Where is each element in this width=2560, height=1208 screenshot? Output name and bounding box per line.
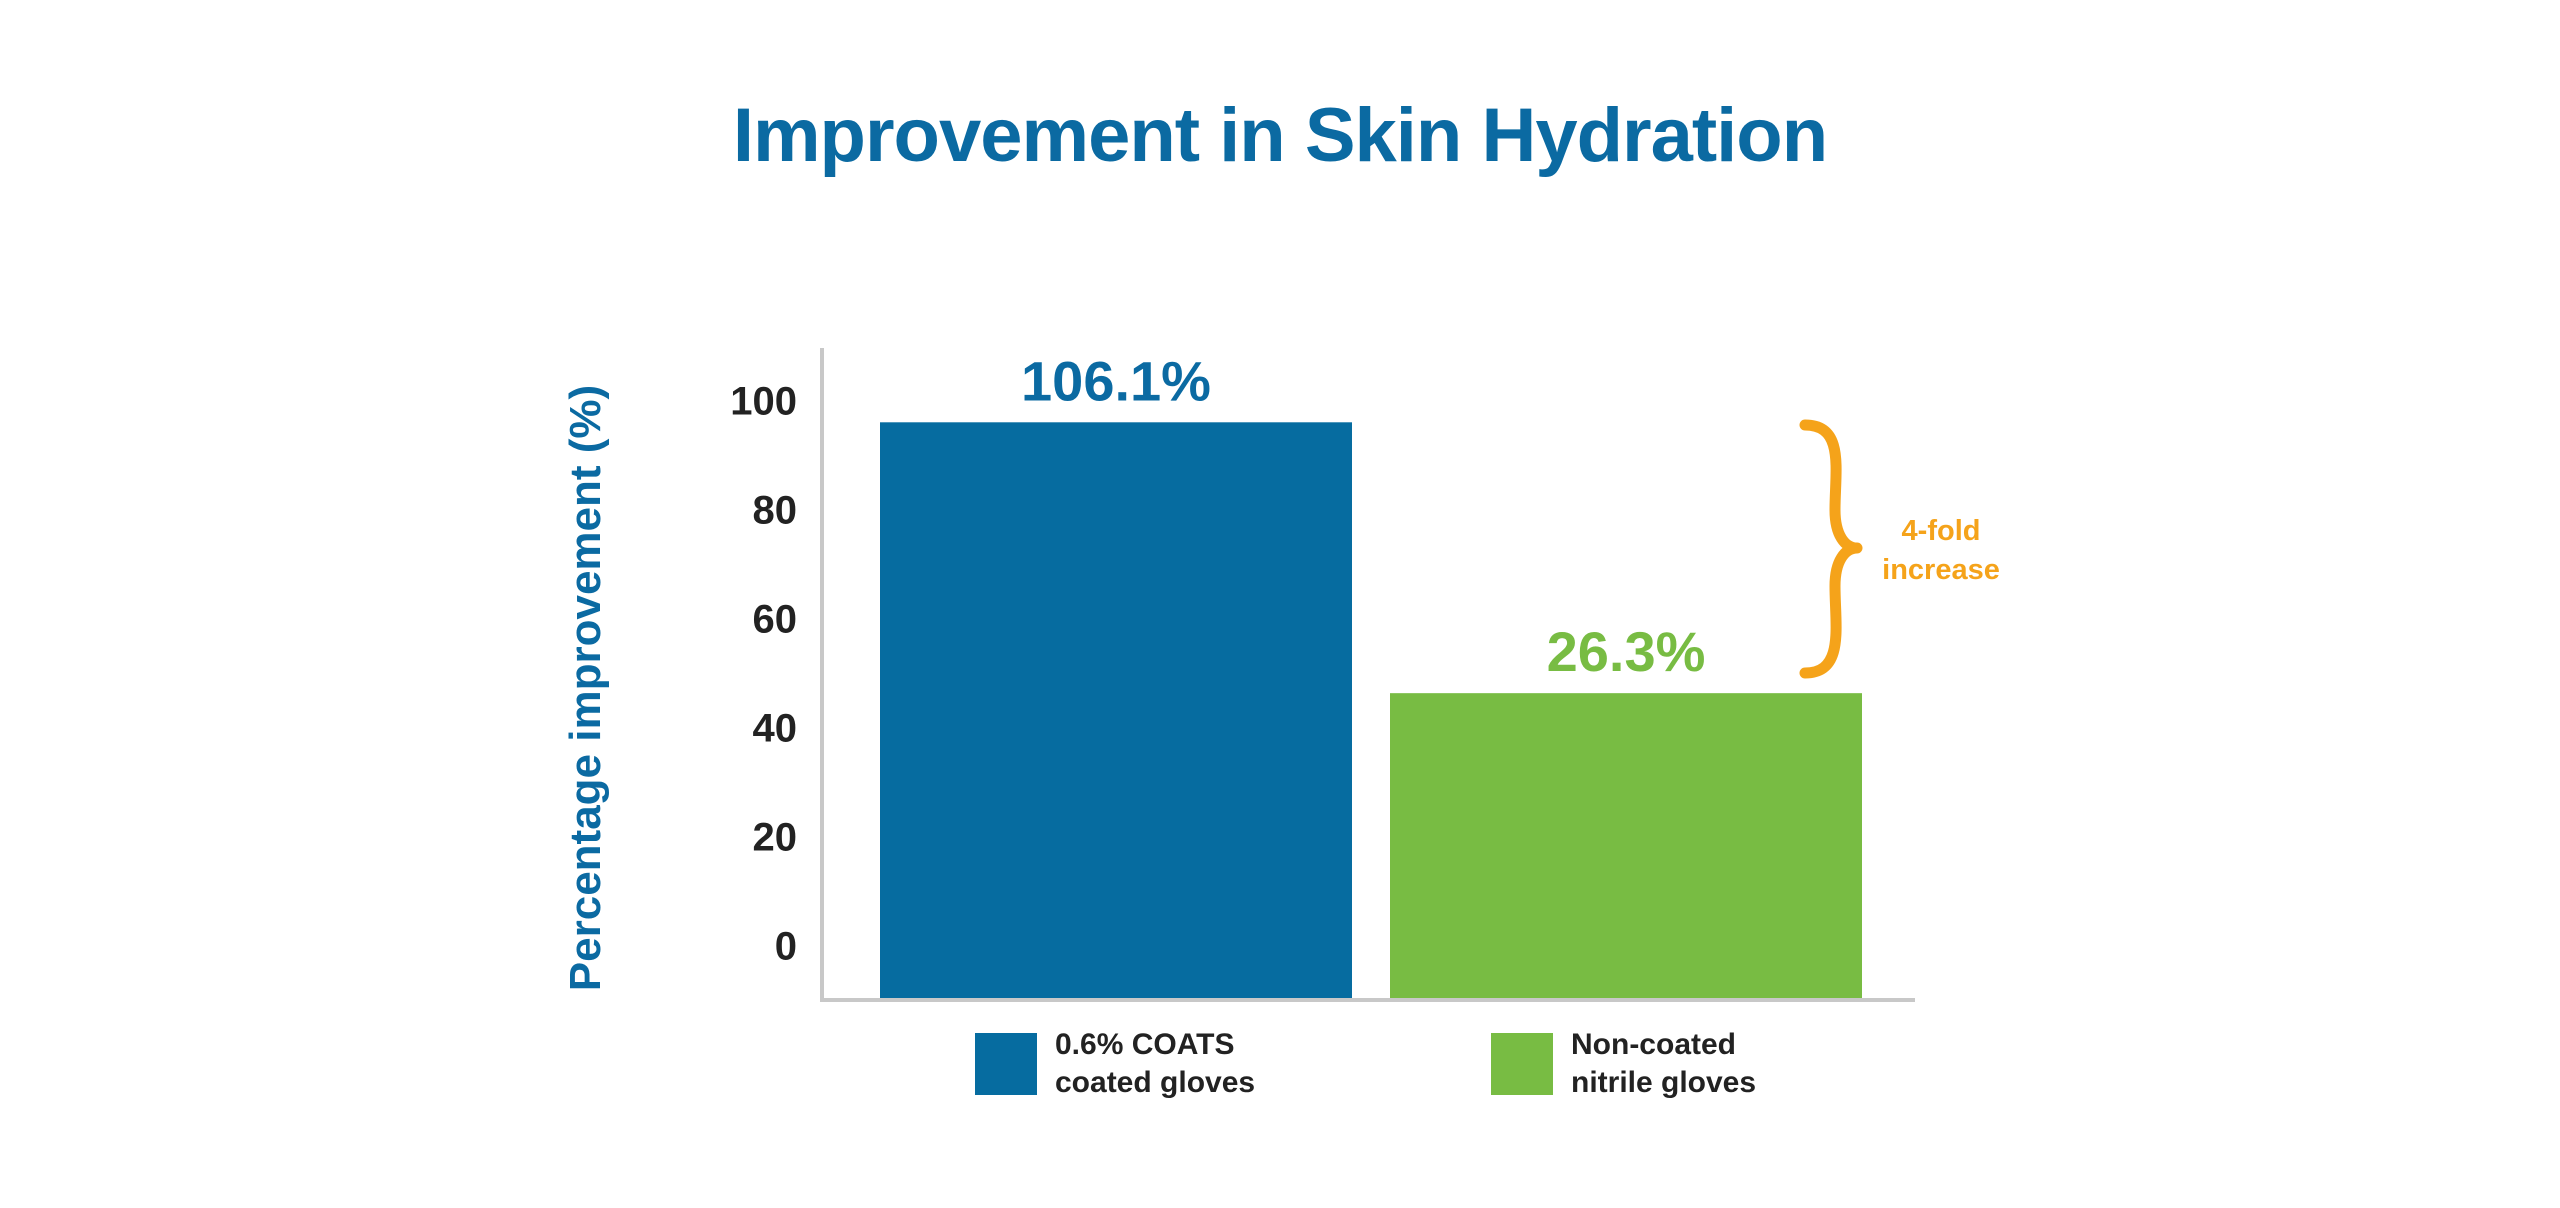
legend-label-coats-line1: 0.6% COATS [1055, 1028, 1235, 1061]
y-tick-label: 0 [775, 925, 797, 969]
y-tick-label: 100 [730, 380, 797, 424]
bars [880, 422, 1862, 998]
legend-item-nitrile: Non-coated nitrile gloves [1491, 1026, 1756, 1102]
annotation-line-2: increase [1882, 554, 2000, 586]
y-axis-label: Percentage improvement (%) [561, 385, 610, 991]
legend-swatch-nitrile [1491, 1033, 1553, 1095]
curly-brace-icon [1799, 419, 1863, 679]
y-tick-label: 80 [753, 489, 798, 533]
bar-value-label: 106.1% [1021, 349, 1211, 412]
y-tick-label: 20 [753, 816, 798, 860]
annotation-line-1: 4-fold [1902, 515, 1981, 547]
data-labels: 106.1% 26.3% [1021, 349, 1705, 683]
chart-title: Improvement in Skin Hydration [732, 93, 1828, 178]
legend-label-coats: 0.6% COATS coated gloves [1055, 1026, 1255, 1102]
bar [880, 422, 1352, 998]
legend-label-nitrile-line1: Non-coated [1571, 1028, 1736, 1061]
bar [1390, 693, 1862, 998]
legend-label-nitrile: Non-coated nitrile gloves [1571, 1026, 1756, 1102]
legend-swatch-coats [975, 1033, 1037, 1095]
legend-label-coats-line2: coated gloves [1055, 1066, 1256, 1099]
y-tick-label: 40 [753, 707, 798, 751]
y-tick-labels: 0 20 40 60 80 100 [730, 380, 797, 969]
legend-item-coats: 0.6% COATS coated gloves [975, 1026, 1255, 1102]
legend-label-nitrile-line2: nitrile gloves [1571, 1066, 1757, 1099]
y-tick-label: 60 [753, 598, 798, 642]
bar-value-label: 26.3% [1547, 620, 1706, 683]
